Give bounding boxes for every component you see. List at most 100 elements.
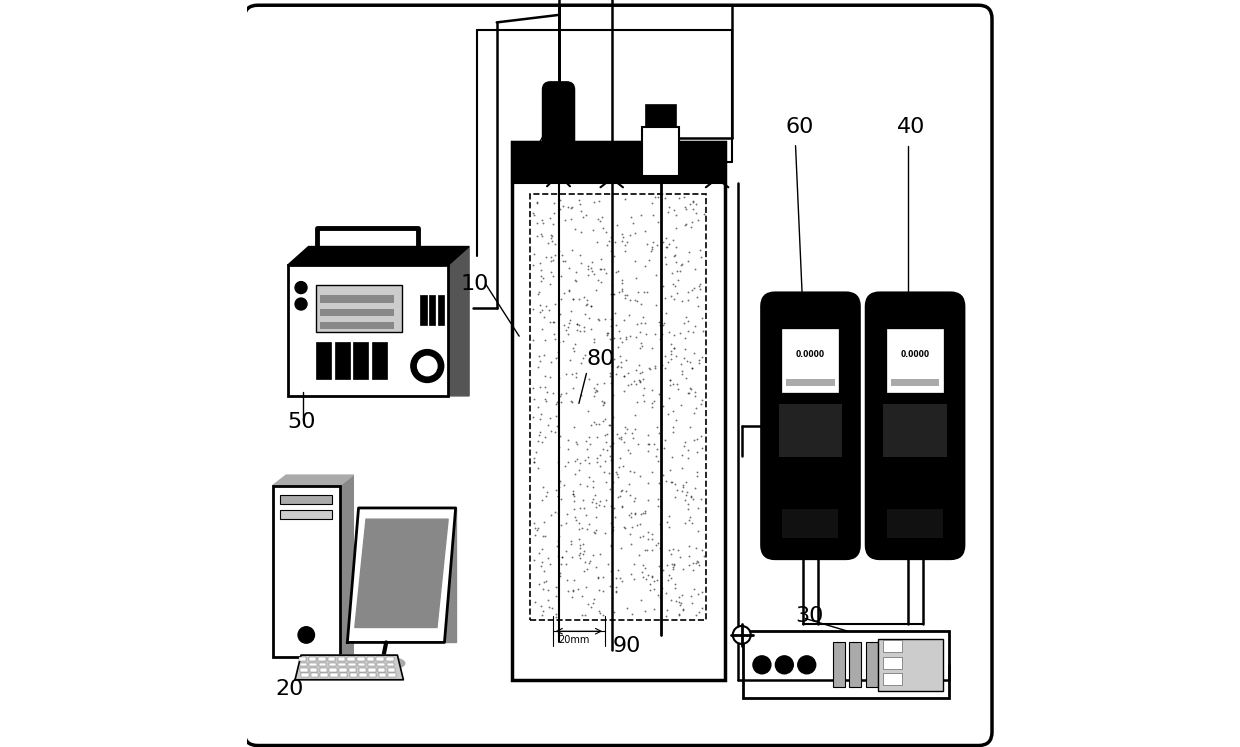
Point (665, 204, 684, 216)
Point (570, 457, 590, 469)
Point (574, 565, 594, 577)
Point (606, 219, 626, 231)
Point (593, 415, 613, 427)
Point (645, 603, 665, 615)
Point (622, 217, 642, 229)
Point (645, 575, 665, 587)
Polygon shape (347, 508, 455, 642)
Circle shape (295, 282, 308, 294)
Point (629, 286, 649, 298)
Point (663, 561, 683, 573)
Point (678, 498, 698, 510)
Point (673, 604, 693, 616)
Point (621, 539, 641, 551)
Point (610, 452, 630, 464)
Point (610, 326, 630, 338)
Point (595, 226, 615, 238)
Point (622, 521, 642, 533)
Point (605, 353, 625, 365)
Point (594, 264, 614, 276)
Point (661, 291, 681, 303)
Point (541, 278, 560, 290)
Point (653, 564, 673, 576)
Point (584, 268, 604, 280)
Point (549, 441, 569, 453)
Point (549, 482, 569, 494)
Point (578, 598, 598, 610)
Point (546, 608, 565, 620)
Point (672, 365, 692, 377)
Point (676, 219, 696, 231)
Bar (309, 663, 316, 666)
Bar (347, 657, 355, 661)
Point (650, 542, 670, 554)
Point (564, 574, 584, 586)
Point (590, 215, 610, 227)
Point (600, 370, 620, 382)
Point (668, 382, 688, 394)
Point (653, 318, 673, 330)
Polygon shape (355, 519, 448, 627)
Point (650, 388, 670, 400)
Point (642, 544, 662, 556)
Bar (339, 663, 346, 666)
Point (666, 241, 686, 252)
Point (676, 202, 696, 214)
Point (551, 519, 570, 531)
Bar (878, 639, 944, 691)
Point (541, 266, 560, 278)
Point (551, 270, 570, 282)
Point (611, 575, 631, 587)
Point (589, 450, 609, 462)
Point (634, 507, 653, 519)
Point (567, 436, 587, 447)
Point (618, 236, 637, 248)
Point (673, 562, 693, 574)
Point (635, 605, 655, 617)
Point (656, 232, 676, 244)
Point (682, 362, 702, 374)
Point (577, 299, 596, 311)
Ellipse shape (360, 657, 405, 670)
Point (543, 388, 563, 400)
Point (578, 297, 598, 309)
Point (556, 324, 575, 336)
Point (662, 476, 682, 488)
Point (615, 245, 635, 257)
Point (670, 609, 689, 621)
Point (680, 382, 699, 394)
Point (558, 328, 578, 340)
Point (533, 217, 553, 229)
Point (646, 328, 666, 340)
Point (618, 423, 637, 435)
Point (660, 464, 680, 476)
Point (661, 374, 681, 386)
Point (583, 597, 603, 609)
Point (539, 601, 559, 613)
Point (684, 407, 704, 419)
Point (692, 586, 712, 598)
Point (569, 319, 589, 331)
Point (692, 311, 712, 323)
Point (605, 236, 625, 248)
Point (613, 235, 632, 247)
Point (584, 526, 604, 538)
Point (693, 551, 713, 562)
Point (620, 528, 640, 540)
Point (649, 455, 668, 467)
Bar (319, 663, 326, 666)
Point (587, 284, 606, 296)
Point (528, 522, 548, 534)
Point (557, 517, 577, 529)
Point (646, 539, 666, 551)
Point (637, 285, 657, 297)
Point (651, 329, 671, 341)
Bar (320, 668, 327, 672)
Point (582, 496, 601, 508)
Point (657, 515, 677, 527)
Bar (883, 673, 901, 685)
Point (600, 450, 620, 462)
Point (680, 560, 699, 571)
Point (604, 250, 624, 262)
Point (556, 387, 575, 399)
